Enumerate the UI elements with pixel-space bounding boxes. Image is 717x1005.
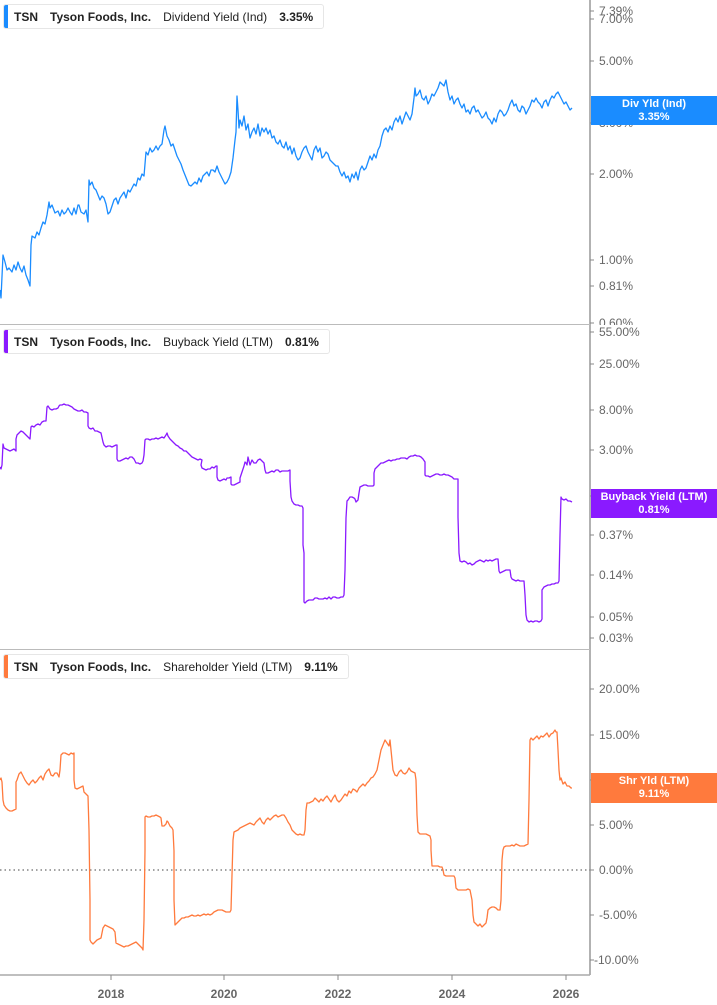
legend-ticker: TSN — [14, 659, 38, 674]
flag-label: Div Yld (Ind) — [622, 98, 686, 110]
legend-metric: Dividend Yield (Ind) — [163, 9, 268, 24]
legend-company: Tyson Foods, Inc. — [50, 9, 152, 24]
svg-text:-10.00%: -10.00% — [594, 953, 639, 967]
buyback-yield-legend[interactable]: TSN Tyson Foods, Inc. Buyback Yield (LTM… — [3, 329, 330, 354]
flag-value: 9.11% — [638, 788, 670, 800]
svg-text:5.00%: 5.00% — [599, 54, 633, 68]
svg-text:0.05%: 0.05% — [599, 610, 633, 624]
y-axis-ticks: 7.39% 7.00% 5.00% 3.00% 2.00% 1.00% 0.81… — [590, 4, 633, 325]
svg-text:0.81%: 0.81% — [599, 279, 633, 293]
y-axis-ticks: 20.00% 15.00% 10.00% 5.00% 0.00% -5.00% … — [590, 682, 640, 967]
svg-text:0.03%: 0.03% — [599, 631, 633, 645]
legend-metric: Buyback Yield (LTM) — [163, 334, 273, 349]
shareholder-yield-chart: 20.00% 15.00% 10.00% 5.00% 0.00% -5.00% … — [0, 650, 640, 1001]
legend-company: Tyson Foods, Inc. — [50, 334, 152, 349]
svg-text:8.00%: 8.00% — [599, 403, 633, 417]
svg-text:2026: 2026 — [553, 987, 580, 1001]
dividend-yield-chart: 7.39% 7.00% 5.00% 3.00% 2.00% 1.00% 0.81… — [0, 0, 633, 325]
legend-value: 3.35% — [279, 9, 314, 24]
svg-text:2022: 2022 — [325, 987, 352, 1001]
dividend-yield-value-flag: Div Yld (Ind) 3.35% — [591, 96, 717, 125]
dividend-yield-line — [0, 79, 573, 299]
svg-text:20.00%: 20.00% — [599, 682, 640, 696]
shareholder-yield-panel: 20.00% 15.00% 10.00% 5.00% 0.00% -5.00% … — [0, 650, 717, 1005]
svg-text:2020: 2020 — [211, 987, 238, 1001]
svg-text:0.14%: 0.14% — [599, 568, 633, 582]
svg-text:3.00%: 3.00% — [599, 443, 633, 457]
legend-color-bar — [4, 330, 8, 353]
svg-text:0.37%: 0.37% — [599, 528, 633, 542]
flag-value: 0.81% — [638, 504, 670, 516]
buyback-yield-panel: 55.00% 25.00% 8.00% 3.00% 1.00% 0.37% 0.… — [0, 325, 717, 650]
dividend-yield-legend[interactable]: TSN Tyson Foods, Inc. Dividend Yield (In… — [3, 4, 325, 29]
svg-text:7.39%: 7.39% — [599, 4, 633, 18]
svg-text:2018: 2018 — [98, 987, 125, 1001]
legend-company: Tyson Foods, Inc. — [50, 659, 152, 674]
flag-label: Shr Yld (LTM) — [618, 775, 690, 787]
legend-value: 0.81% — [284, 334, 319, 349]
dividend-yield-panel: 7.39% 7.00% 5.00% 3.00% 2.00% 1.00% 0.81… — [0, 0, 717, 325]
legend-color-bar — [4, 655, 8, 678]
shareholder-yield-legend[interactable]: TSN Tyson Foods, Inc. Shareholder Yield … — [3, 654, 349, 679]
x-axis: 2018 2020 2022 2024 2026 — [98, 975, 580, 1001]
buyback-yield-value-flag: Buyback Yield (LTM) 0.81% — [591, 489, 717, 518]
svg-text:0.60%: 0.60% — [599, 316, 633, 325]
legend-ticker: TSN — [14, 9, 38, 24]
legend-value: 9.11% — [304, 659, 338, 674]
y-axis-ticks: 55.00% 25.00% 8.00% 3.00% 1.00% 0.37% 0.… — [590, 325, 640, 645]
flag-label: Buyback Yield (LTM) — [600, 491, 708, 503]
legend-ticker: TSN — [14, 334, 38, 349]
svg-text:7.00%: 7.00% — [599, 12, 633, 26]
shareholder-yield-line — [0, 729, 572, 951]
svg-text:55.00%: 55.00% — [599, 325, 640, 339]
buyback-yield-chart: 55.00% 25.00% 8.00% 3.00% 1.00% 0.37% 0.… — [0, 325, 640, 650]
legend-metric: Shareholder Yield (LTM) — [163, 659, 293, 674]
svg-text:0.00%: 0.00% — [599, 863, 633, 877]
svg-text:5.00%: 5.00% — [599, 818, 633, 832]
svg-text:1.00%: 1.00% — [599, 253, 633, 267]
buyback-yield-line — [0, 403, 573, 623]
svg-text:15.00%: 15.00% — [599, 728, 640, 742]
svg-text:2.00%: 2.00% — [599, 167, 633, 181]
flag-value: 3.35% — [638, 111, 670, 123]
svg-text:2024: 2024 — [439, 987, 466, 1001]
shareholder-yield-value-flag: Shr Yld (LTM) 9.11% — [591, 773, 717, 803]
svg-text:-5.00%: -5.00% — [599, 908, 637, 922]
svg-text:25.00%: 25.00% — [599, 357, 640, 371]
legend-color-bar — [4, 5, 8, 28]
